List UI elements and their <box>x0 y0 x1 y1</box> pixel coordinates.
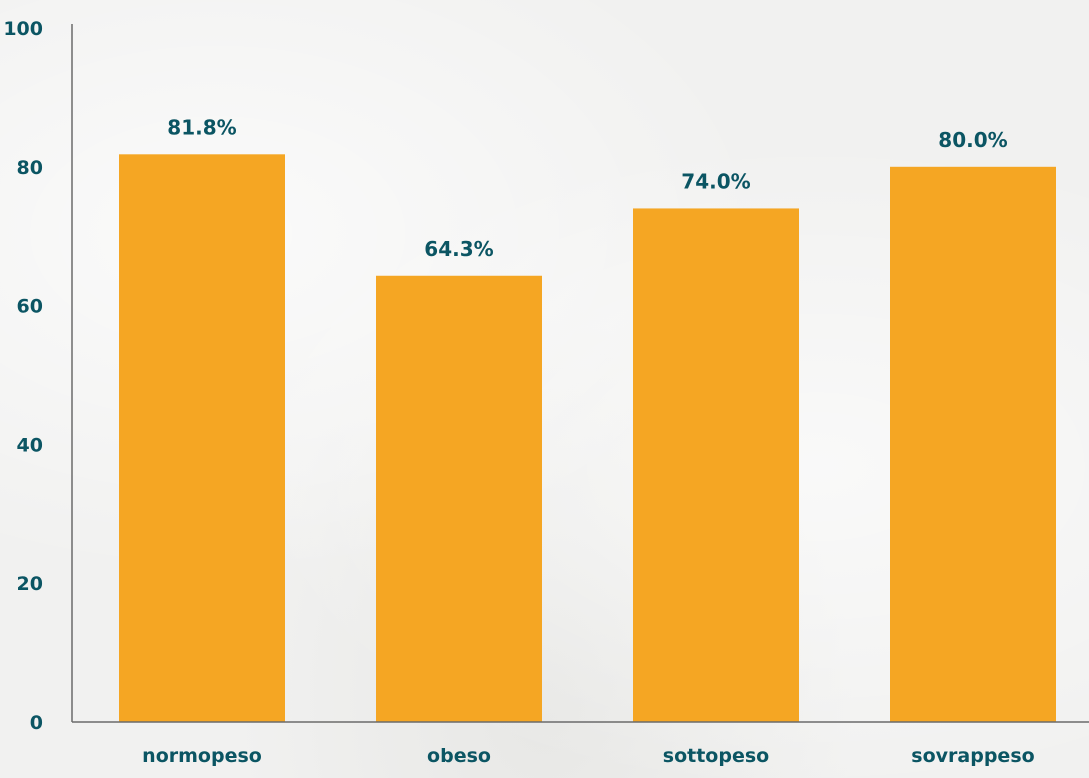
y-tick-label: 0 <box>30 712 43 734</box>
value-labels: 81.8% 64.3% 74.0% 80.0% <box>167 115 1007 260</box>
category-label-obeso: obeso <box>427 745 491 767</box>
value-label-sovrappeso: 80.0% <box>938 128 1007 152</box>
value-label-obeso: 64.3% <box>424 237 493 261</box>
bar-sovrappeso <box>890 166 1056 723</box>
y-tick-label: 100 <box>3 18 43 40</box>
y-tick-label: 40 <box>17 434 43 456</box>
bar-normopeso <box>119 154 285 723</box>
category-label-normopeso: normopeso <box>142 745 262 767</box>
value-label-sottopeso: 74.0% <box>681 169 750 193</box>
category-label-sovrappeso: sovrappeso <box>911 745 1034 767</box>
y-tick-label: 20 <box>17 573 43 595</box>
y-axis-ticks: 0 20 40 60 80 100 <box>3 18 43 734</box>
bar-obeso <box>376 275 542 722</box>
bars <box>119 154 1056 723</box>
y-tick-label: 60 <box>17 296 43 318</box>
category-labels: normopeso obeso sottopeso sovrappeso <box>142 745 1035 767</box>
value-label-normopeso: 81.8% <box>167 115 236 139</box>
axes <box>71 24 1089 723</box>
bar-sottopeso <box>633 208 799 722</box>
category-label-sottopeso: sottopeso <box>663 745 769 767</box>
y-tick-label: 80 <box>17 157 43 179</box>
